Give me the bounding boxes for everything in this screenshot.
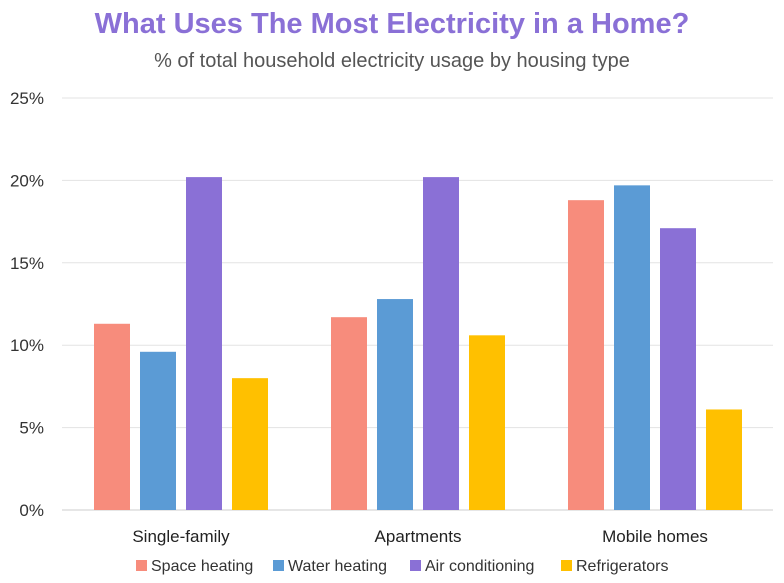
legend-label: Space heating [151,558,253,575]
bar-water-heating [614,185,650,510]
bar-refrigerators [706,409,742,510]
bar-space-heating [331,317,367,510]
y-tick-label: 15% [10,254,44,273]
chart-title: What Uses The Most Electricity in a Home… [94,8,690,40]
bar-water-heating [140,351,176,510]
x-tick-label: Mobile homes [602,527,708,546]
legend-label: Water heating [288,558,387,575]
bar-refrigerators [232,378,268,510]
chart-subtitle: % of total household electricity usage b… [154,50,630,72]
legend-swatch [410,560,421,571]
bar-water-heating [377,299,413,510]
y-tick-label: 25% [10,89,44,108]
bar-air-conditioning [423,177,459,510]
legend-label: Refrigerators [576,558,668,575]
bar-space-heating [94,323,130,510]
x-tick-label: Single-family [132,527,230,546]
bar-refrigerators [469,335,505,510]
y-tick-label: 5% [19,419,44,438]
y-tick-label: 0% [19,501,44,520]
legend-swatch [561,560,572,571]
bar-air-conditioning [186,177,222,510]
legend-swatch [136,560,147,571]
y-tick-label: 10% [10,336,44,355]
x-tick-label: Apartments [375,527,462,546]
legend-label: Air conditioning [425,558,534,575]
y-tick-label: 20% [10,171,44,190]
bar-space-heating [568,200,604,510]
bar-air-conditioning [660,228,696,510]
legend-swatch [273,560,284,571]
